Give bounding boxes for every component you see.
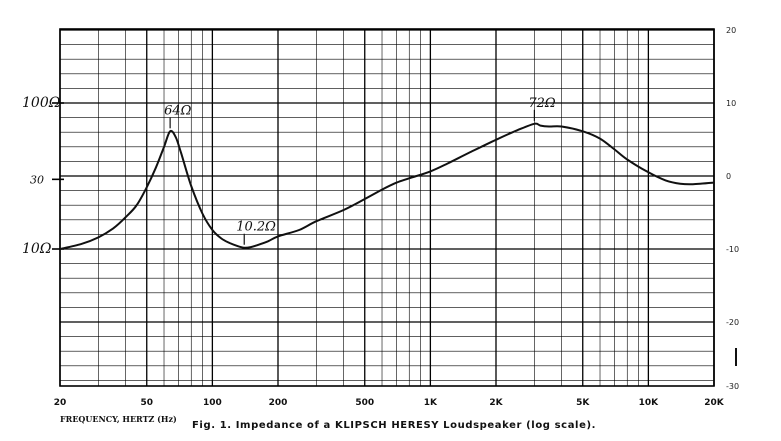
x-tick-label: 50	[140, 398, 153, 408]
annotations: 64Ω 10.2Ω 72Ω	[164, 96, 737, 366]
right-tick-label: 20	[726, 26, 736, 35]
x-tick-label: 20K	[704, 398, 725, 408]
right-tick-label: -30	[726, 382, 739, 391]
right-axis-ticks: 20 10 0 -10 -20 -30	[726, 26, 739, 391]
chart-caption: Fig. 1. Impedance of a KLIPSCH HERESY Lo…	[192, 420, 596, 431]
plot-frame	[59, 28, 715, 387]
grid	[59, 29, 715, 386]
annotation-label: 64Ω	[164, 103, 192, 118]
right-tick-label: 10	[726, 99, 736, 108]
x-tick-label: 500	[355, 398, 374, 408]
x-tick-label: 1K	[424, 398, 438, 408]
annotation-label: 10.2Ω	[236, 220, 276, 235]
right-tick-label: 0	[726, 172, 731, 181]
left-tick-label: 30	[30, 173, 44, 186]
left-tick-label: 100Ω	[22, 95, 61, 111]
impedance-series	[59, 122, 715, 250]
x-tick-label: 20	[54, 398, 67, 408]
left-axis-ticks: 100Ω 30 10Ω	[22, 95, 64, 257]
x-axis-label: FREQUENCY, HERTZ (Hz)	[60, 414, 177, 424]
x-tick-label: 100	[203, 398, 222, 408]
x-tick-label: 200	[269, 398, 288, 408]
right-tick-label: -10	[726, 245, 739, 254]
x-tick-label: 10K	[639, 398, 660, 408]
left-tick-label: 10Ω	[22, 241, 52, 257]
impedance-line	[59, 122, 715, 250]
annotation-label: 72Ω	[528, 96, 556, 111]
x-tick-label: 2K	[489, 398, 503, 408]
right-tick-label: -20	[726, 318, 739, 327]
x-axis-ticks: 20 50 100 200 500 1K 2K 5K 10K 20K	[54, 398, 725, 408]
x-tick-label: 5K	[576, 398, 590, 408]
